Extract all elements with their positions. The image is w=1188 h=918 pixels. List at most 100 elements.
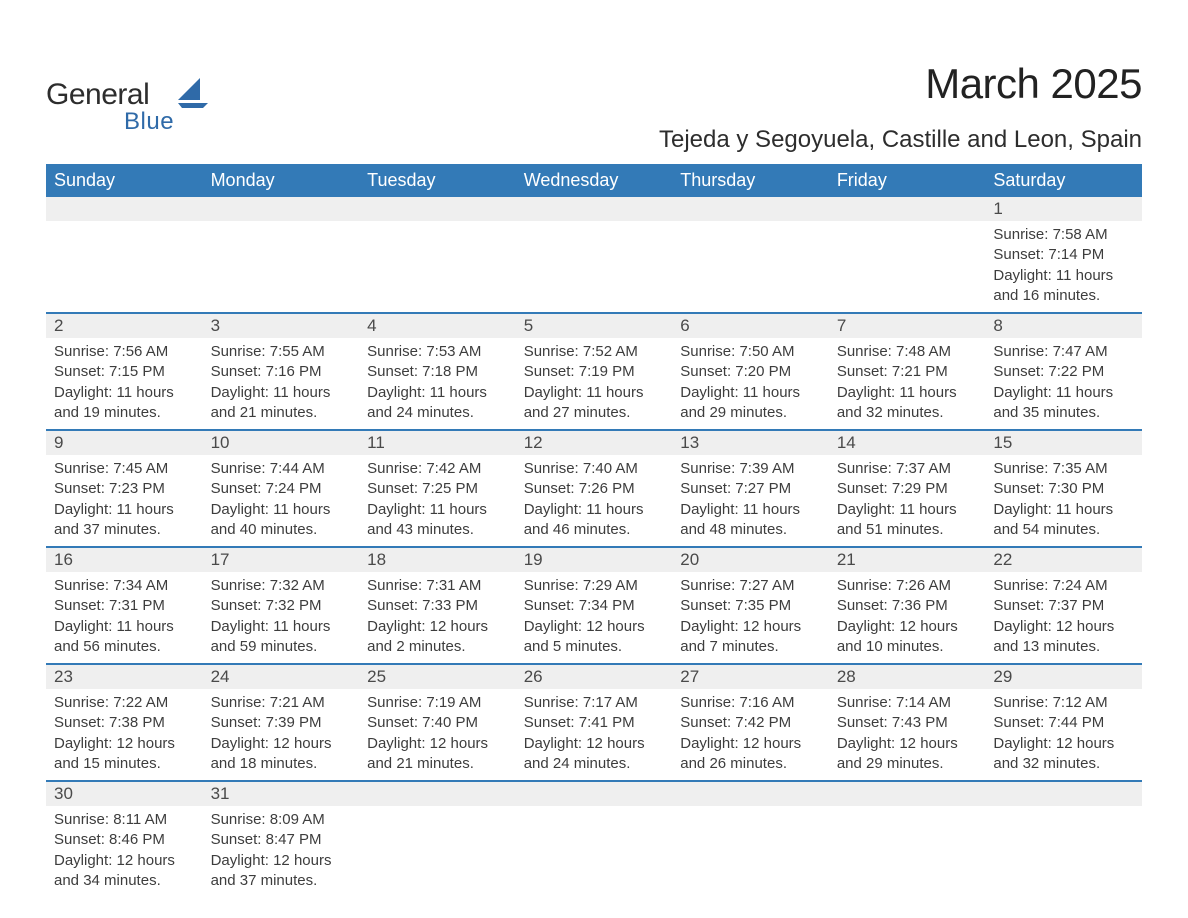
sunrise-text: Sunrise: 8:11 AM <box>54 810 195 830</box>
day-number-cell: 25 <box>359 664 516 689</box>
day-number-cell: 6 <box>672 313 829 338</box>
day-number-cell: 13 <box>672 430 829 455</box>
sunset-text: Sunset: 7:36 PM <box>837 596 978 616</box>
day-info-cell: Sunrise: 7:17 AMSunset: 7:41 PMDaylight:… <box>516 689 673 781</box>
day-number-cell: 12 <box>516 430 673 455</box>
sunset-text: Sunset: 7:30 PM <box>993 479 1134 499</box>
daylight-text: Daylight: 12 hours and 32 minutes. <box>993 734 1134 775</box>
title-block: March 2025 Tejeda y Segoyuela, Castille … <box>659 60 1142 154</box>
sunrise-text: Sunrise: 7:37 AM <box>837 459 978 479</box>
day-number-cell <box>672 781 829 806</box>
daylight-text: Daylight: 11 hours and 35 minutes. <box>993 383 1134 424</box>
daylight-text: Daylight: 11 hours and 40 minutes. <box>211 500 352 541</box>
daylight-text: Daylight: 12 hours and 2 minutes. <box>367 617 508 658</box>
day-number-cell: 16 <box>46 547 203 572</box>
sunrise-text: Sunrise: 7:50 AM <box>680 342 821 362</box>
day-number-cell: 3 <box>203 313 360 338</box>
brand-word2: Blue <box>124 108 174 136</box>
day-number-cell: 11 <box>359 430 516 455</box>
sunrise-text: Sunrise: 7:27 AM <box>680 576 821 596</box>
sunrise-text: Sunrise: 8:09 AM <box>211 810 352 830</box>
sunrise-text: Sunrise: 7:24 AM <box>993 576 1134 596</box>
day-number-cell: 2 <box>46 313 203 338</box>
day-info-cell <box>516 806 673 897</box>
daylight-text: Daylight: 11 hours and 54 minutes. <box>993 500 1134 541</box>
brand-logo: General Blue <box>46 60 212 136</box>
sunset-text: Sunset: 7:37 PM <box>993 596 1134 616</box>
day-info-cell <box>359 221 516 313</box>
sunset-text: Sunset: 7:24 PM <box>211 479 352 499</box>
daylight-text: Daylight: 12 hours and 34 minutes. <box>54 851 195 892</box>
sunset-text: Sunset: 7:34 PM <box>524 596 665 616</box>
day-number-cell: 23 <box>46 664 203 689</box>
daylight-text: Daylight: 11 hours and 16 minutes. <box>993 266 1134 307</box>
daylight-text: Daylight: 12 hours and 13 minutes. <box>993 617 1134 658</box>
sunrise-text: Sunrise: 7:44 AM <box>211 459 352 479</box>
day-info-cell: Sunrise: 7:27 AMSunset: 7:35 PMDaylight:… <box>672 572 829 664</box>
sunrise-text: Sunrise: 7:19 AM <box>367 693 508 713</box>
daylight-text: Daylight: 11 hours and 43 minutes. <box>367 500 508 541</box>
weekday-header: Wednesday <box>516 164 673 197</box>
day-number-cell: 27 <box>672 664 829 689</box>
day-info-cell: Sunrise: 7:19 AMSunset: 7:40 PMDaylight:… <box>359 689 516 781</box>
daylight-text: Daylight: 12 hours and 15 minutes. <box>54 734 195 775</box>
sunset-text: Sunset: 7:16 PM <box>211 362 352 382</box>
day-info-cell <box>672 221 829 313</box>
day-info-cell: Sunrise: 7:53 AMSunset: 7:18 PMDaylight:… <box>359 338 516 430</box>
daylight-text: Daylight: 11 hours and 32 minutes. <box>837 383 978 424</box>
weekday-header: Thursday <box>672 164 829 197</box>
weekday-header: Friday <box>829 164 986 197</box>
day-number-cell <box>829 197 986 221</box>
week-daynum-row: 23242526272829 <box>46 664 1142 689</box>
day-info-cell <box>829 221 986 313</box>
sunrise-text: Sunrise: 7:55 AM <box>211 342 352 362</box>
day-number-cell: 14 <box>829 430 986 455</box>
sunset-text: Sunset: 7:29 PM <box>837 479 978 499</box>
sunset-text: Sunset: 7:32 PM <box>211 596 352 616</box>
day-info-cell: Sunrise: 8:11 AMSunset: 8:46 PMDaylight:… <box>46 806 203 897</box>
day-info-cell: Sunrise: 7:34 AMSunset: 7:31 PMDaylight:… <box>46 572 203 664</box>
daylight-text: Daylight: 11 hours and 37 minutes. <box>54 500 195 541</box>
day-number-cell: 9 <box>46 430 203 455</box>
daylight-text: Daylight: 11 hours and 46 minutes. <box>524 500 665 541</box>
sunset-text: Sunset: 7:14 PM <box>993 245 1134 265</box>
daylight-text: Daylight: 11 hours and 27 minutes. <box>524 383 665 424</box>
week-info-row: Sunrise: 7:22 AMSunset: 7:38 PMDaylight:… <box>46 689 1142 781</box>
daylight-text: Daylight: 12 hours and 18 minutes. <box>211 734 352 775</box>
day-info-cell: Sunrise: 8:09 AMSunset: 8:47 PMDaylight:… <box>203 806 360 897</box>
sunrise-text: Sunrise: 7:29 AM <box>524 576 665 596</box>
day-number-cell: 8 <box>985 313 1142 338</box>
daylight-text: Daylight: 12 hours and 24 minutes. <box>524 734 665 775</box>
day-number-cell <box>203 197 360 221</box>
day-number-cell <box>985 781 1142 806</box>
daylight-text: Daylight: 11 hours and 48 minutes. <box>680 500 821 541</box>
daylight-text: Daylight: 12 hours and 21 minutes. <box>367 734 508 775</box>
day-number-cell <box>359 197 516 221</box>
sunrise-text: Sunrise: 7:34 AM <box>54 576 195 596</box>
day-info-cell: Sunrise: 7:40 AMSunset: 7:26 PMDaylight:… <box>516 455 673 547</box>
sunset-text: Sunset: 7:18 PM <box>367 362 508 382</box>
daylight-text: Daylight: 11 hours and 51 minutes. <box>837 500 978 541</box>
daylight-text: Daylight: 11 hours and 29 minutes. <box>680 383 821 424</box>
sunset-text: Sunset: 7:23 PM <box>54 479 195 499</box>
day-info-cell: Sunrise: 7:24 AMSunset: 7:37 PMDaylight:… <box>985 572 1142 664</box>
day-info-cell: Sunrise: 7:39 AMSunset: 7:27 PMDaylight:… <box>672 455 829 547</box>
sunrise-text: Sunrise: 7:56 AM <box>54 342 195 362</box>
day-info-cell: Sunrise: 7:48 AMSunset: 7:21 PMDaylight:… <box>829 338 986 430</box>
sunrise-text: Sunrise: 7:39 AM <box>680 459 821 479</box>
daylight-text: Daylight: 11 hours and 24 minutes. <box>367 383 508 424</box>
week-info-row: Sunrise: 8:11 AMSunset: 8:46 PMDaylight:… <box>46 806 1142 897</box>
weekday-header: Monday <box>203 164 360 197</box>
day-number-cell: 28 <box>829 664 986 689</box>
sunrise-text: Sunrise: 7:22 AM <box>54 693 195 713</box>
sunset-text: Sunset: 7:44 PM <box>993 713 1134 733</box>
day-number-cell <box>516 197 673 221</box>
sunrise-text: Sunrise: 7:17 AM <box>524 693 665 713</box>
day-number-cell: 19 <box>516 547 673 572</box>
day-number-cell: 18 <box>359 547 516 572</box>
daylight-text: Daylight: 12 hours and 7 minutes. <box>680 617 821 658</box>
week-daynum-row: 16171819202122 <box>46 547 1142 572</box>
day-info-cell: Sunrise: 7:29 AMSunset: 7:34 PMDaylight:… <box>516 572 673 664</box>
week-info-row: Sunrise: 7:58 AMSunset: 7:14 PMDaylight:… <box>46 221 1142 313</box>
week-info-row: Sunrise: 7:45 AMSunset: 7:23 PMDaylight:… <box>46 455 1142 547</box>
